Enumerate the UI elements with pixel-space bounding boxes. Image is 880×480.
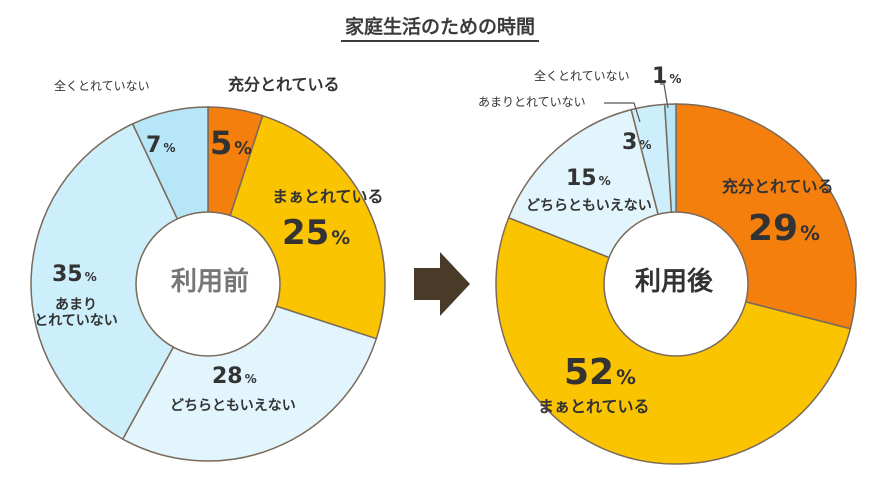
right-label-mattaku: 全くとれていない	[534, 69, 630, 83]
right-label-juubun: 充分とれている	[722, 177, 834, 196]
right-center-label: 利用後	[634, 267, 713, 297]
leader-line-amari	[604, 102, 641, 123]
chart1-center-hole	[603, 211, 749, 357]
arrow-right-icon	[414, 252, 470, 316]
chart0-center-hole	[135, 211, 281, 357]
left-value-juubun: 5%	[210, 124, 252, 162]
right-label-dochira: どちらともいえない	[526, 198, 652, 214]
right-label-maa: まぁとれている	[538, 397, 650, 416]
leader-line-mattaku	[660, 83, 669, 109]
right-value-maa: 52%	[564, 352, 636, 393]
left-center-label: 利用前	[170, 267, 249, 297]
left-label-juubun: 充分とれている	[228, 75, 340, 94]
right-value-dochira: 15%	[566, 166, 611, 191]
right-label-amari: あまりとれていない	[478, 95, 586, 109]
right-value-amari: 3%	[622, 130, 652, 155]
left-label-amari: あまり とれていない	[34, 297, 118, 330]
right-value-juubun: 29%	[748, 208, 820, 249]
left-label-dochira: どちらともいえない	[170, 398, 296, 414]
left-label-maa: まぁとれている	[272, 187, 384, 206]
left-value-mattaku: 7%	[146, 133, 176, 158]
left-label-mattaku: 全くとれていない	[54, 79, 150, 93]
chart0-slice-3	[30, 122, 209, 441]
chart-title: 家庭生活のための時間	[0, 12, 880, 42]
left-value-dochira: 28%	[212, 364, 257, 389]
left-value-amari: 35%	[52, 262, 97, 287]
right-value-mattaku: 1%	[652, 64, 682, 89]
left-value-maa: 25%	[282, 213, 351, 253]
